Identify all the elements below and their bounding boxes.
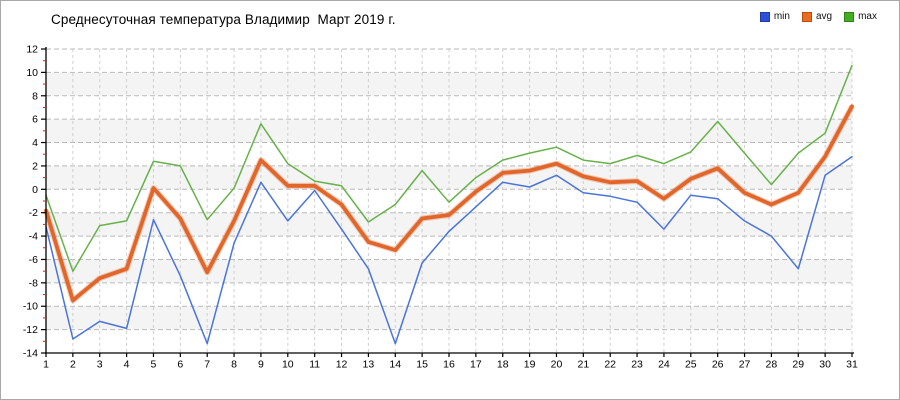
x-tick-label: 17: [470, 359, 482, 371]
legend-label-avg: avg: [815, 11, 833, 22]
x-tick-label: 20: [551, 359, 563, 371]
x-tick-labels: 1 2 3 4 5 6 7 8 9 10 11 12 13 14 15 16 17 18 19 20 21 22 23 24 2…: [43, 353, 858, 371]
x-tick-label: 1: [43, 359, 49, 371]
x-tick-label: 25: [685, 359, 697, 371]
legend-label-max: max: [858, 11, 877, 22]
x-tick-label: 27: [739, 359, 751, 371]
x-tick-label: 23: [631, 359, 643, 371]
x-tick-label: 11: [309, 359, 320, 371]
x-tick-label: 19: [524, 359, 536, 371]
legend-label-min: min: [773, 11, 790, 22]
y-tick-label: 10: [26, 67, 38, 79]
y-tick-label: 0: [32, 184, 38, 196]
x-tick-label: 29: [792, 359, 804, 371]
x-tick-label: 28: [766, 359, 778, 371]
y-tick-label: 4: [32, 137, 38, 149]
v-gridlines: [72, 49, 853, 353]
y-tick-label: -10: [23, 301, 38, 313]
x-tick-label: 6: [177, 359, 183, 371]
x-tick-label: 24: [658, 359, 670, 371]
legend: min avg max: [759, 11, 877, 22]
legend-swatch-min-icon: [759, 11, 770, 22]
x-tick-label: 7: [204, 359, 210, 371]
y-tick-label: 8: [32, 90, 38, 102]
x-tick-label: 5: [151, 359, 157, 371]
x-tick-label: 13: [363, 359, 375, 371]
series-min-line: [45, 155, 853, 345]
series-max-line: [45, 64, 853, 272]
x-tick-label: 22: [604, 359, 616, 371]
x-tick-label: 4: [124, 359, 130, 371]
y-tick-labels: 12 10 8 6 4 2 0 -2 -4 -6 -8 -10 -12 -14: [23, 44, 46, 360]
legend-item-avg: avg: [801, 11, 833, 22]
x-tick-label: 18: [497, 359, 509, 371]
y-tick-label: -4: [29, 231, 38, 243]
y-tick-label: 2: [32, 160, 38, 172]
y-tick-label: 12: [26, 44, 38, 56]
y-tick-label: -6: [29, 254, 38, 266]
y-tick-label: -2: [29, 207, 38, 219]
x-tick-label: 12: [336, 359, 348, 371]
y-tick-label: -8: [29, 277, 38, 289]
y-tick-label: -12: [23, 324, 38, 336]
x-tick-label: 9: [258, 359, 264, 371]
x-tick-label: 2: [70, 359, 76, 371]
x-tick-label: 8: [231, 359, 237, 371]
x-tick-label: 26: [712, 359, 724, 371]
y-tick-label: 6: [32, 114, 38, 126]
legend-item-max: max: [844, 11, 877, 22]
x-tick-label: 14: [389, 359, 401, 371]
legend-swatch-avg-icon: [801, 11, 812, 22]
x-tick-label: 3: [97, 359, 103, 371]
y-tick-label: -14: [23, 348, 38, 360]
x-tick-label: 16: [443, 359, 455, 371]
legend-swatch-max-icon: [844, 11, 855, 22]
x-tick-label: 30: [819, 359, 831, 371]
x-tick-label: 21: [577, 359, 589, 371]
x-tick-label: 15: [416, 359, 428, 371]
series-avg-line: [43, 104, 855, 304]
legend-item-min: min: [759, 11, 790, 22]
x-tick-label: 10: [282, 359, 294, 371]
x-tick-label: 31: [846, 359, 858, 371]
chart-title: Среднесуточная температура Владимир Март…: [51, 12, 396, 27]
